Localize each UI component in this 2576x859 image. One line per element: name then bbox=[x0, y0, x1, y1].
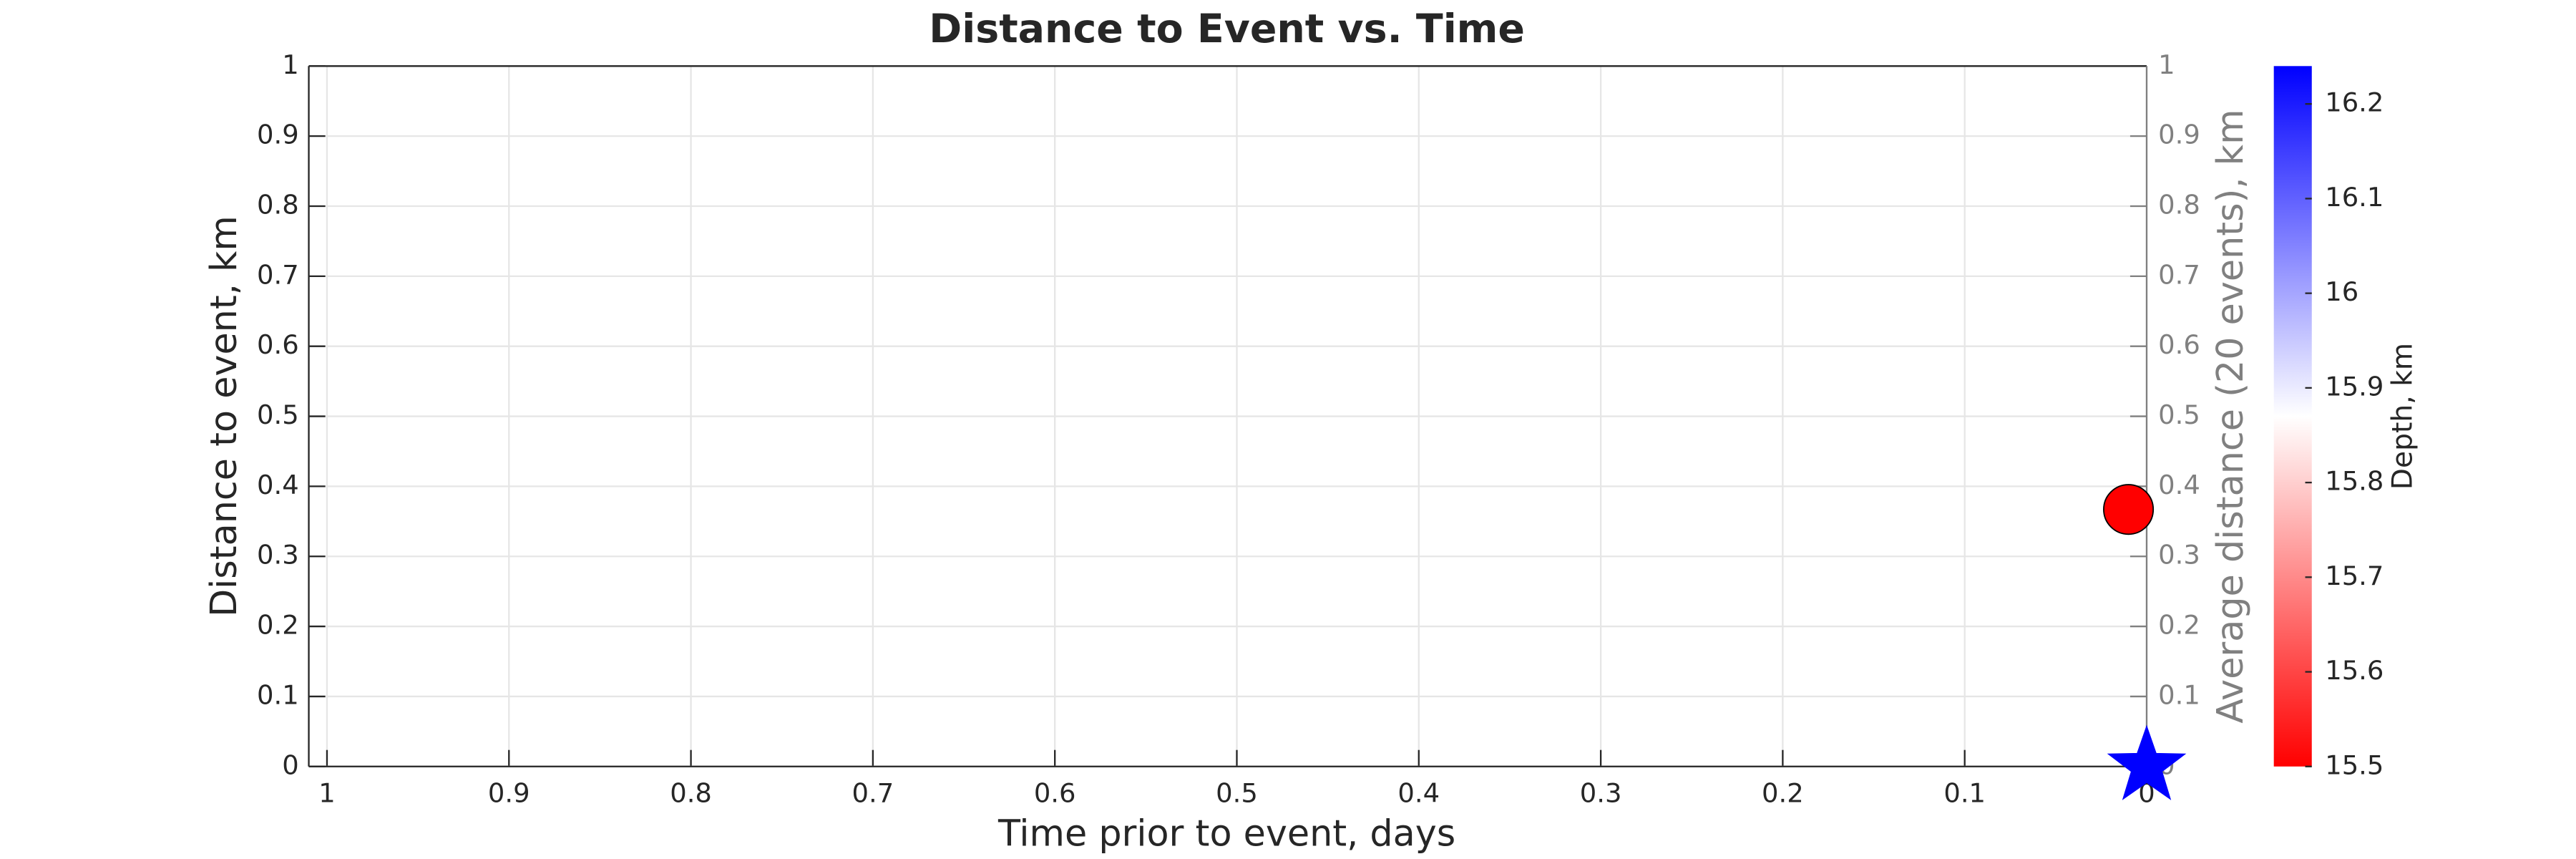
star-marker bbox=[2107, 724, 2187, 800]
x-tick-label: 0.7 bbox=[852, 778, 894, 809]
colorbar-tick-label: 15.5 bbox=[2325, 749, 2384, 780]
x-tick-label: 0.4 bbox=[1397, 778, 1440, 809]
y-tick-label: 0 bbox=[282, 749, 298, 780]
x-tick-label: 0.3 bbox=[1580, 778, 1622, 809]
y2-tick-label: 0.6 bbox=[2158, 329, 2200, 360]
colorbar bbox=[2273, 66, 2312, 767]
x-tick-label: 0.1 bbox=[1943, 778, 1986, 809]
colorbar-tick-label: 15.9 bbox=[2325, 371, 2384, 402]
y-tick-label: 0.8 bbox=[257, 190, 299, 220]
y-tick-label: 1 bbox=[282, 49, 298, 80]
y-tick-label: 0.6 bbox=[257, 329, 299, 360]
colorbar-label: Depth, km bbox=[2387, 343, 2419, 490]
x-tick-label: 0.8 bbox=[670, 778, 712, 809]
x-tick-label: 0.2 bbox=[1762, 778, 1804, 809]
x-tick-label: 0.5 bbox=[1216, 778, 1258, 809]
circle-marker bbox=[2103, 484, 2155, 535]
x-tick-label: 0.9 bbox=[488, 778, 530, 809]
y2-tick-label: 0.3 bbox=[2158, 540, 2200, 571]
colorbar-tick-label: 15.8 bbox=[2325, 466, 2384, 497]
x-axis-label: Time prior to event, days bbox=[997, 812, 1455, 855]
y2-tick-label: 0.9 bbox=[2158, 120, 2200, 150]
y-tick-label: 0.9 bbox=[257, 120, 299, 150]
y-tick-label: 0.7 bbox=[257, 259, 299, 290]
y-tick-label: 0.4 bbox=[257, 470, 299, 500]
y2-tick-label: 0.7 bbox=[2158, 259, 2200, 290]
y2-tick-label: 0.1 bbox=[2158, 679, 2200, 710]
colorbar-tick-label: 16 bbox=[2325, 276, 2358, 307]
y2-tick-label: 1 bbox=[2158, 49, 2175, 80]
colorbar-tick-label: 16.1 bbox=[2325, 182, 2384, 213]
y2-tick-label: 0.4 bbox=[2158, 470, 2200, 500]
y-tick-label: 0.1 bbox=[257, 679, 299, 710]
x-tick-label: 1 bbox=[318, 778, 335, 809]
y2-tick-label: 0.8 bbox=[2158, 190, 2200, 220]
y-tick-label: 0.2 bbox=[257, 610, 299, 641]
y2-tick-label: 0.5 bbox=[2158, 399, 2200, 430]
chart-title: Distance to Event vs. Time bbox=[929, 6, 1525, 52]
y-tick-label: 0.3 bbox=[257, 540, 299, 571]
y-axis-label: Distance to event, km bbox=[203, 215, 245, 617]
colorbar-tick-label: 15.7 bbox=[2325, 560, 2384, 591]
y2-tick-label: 0.2 bbox=[2158, 610, 2200, 641]
y-tick-label: 0.5 bbox=[257, 399, 299, 430]
x-tick-label: 0.6 bbox=[1034, 778, 1076, 809]
colorbar-tick-label: 16.2 bbox=[2325, 87, 2384, 118]
colorbar-tick-label: 15.6 bbox=[2325, 655, 2384, 686]
y2-axis-label: Average distance (20 events), km bbox=[2209, 109, 2251, 723]
